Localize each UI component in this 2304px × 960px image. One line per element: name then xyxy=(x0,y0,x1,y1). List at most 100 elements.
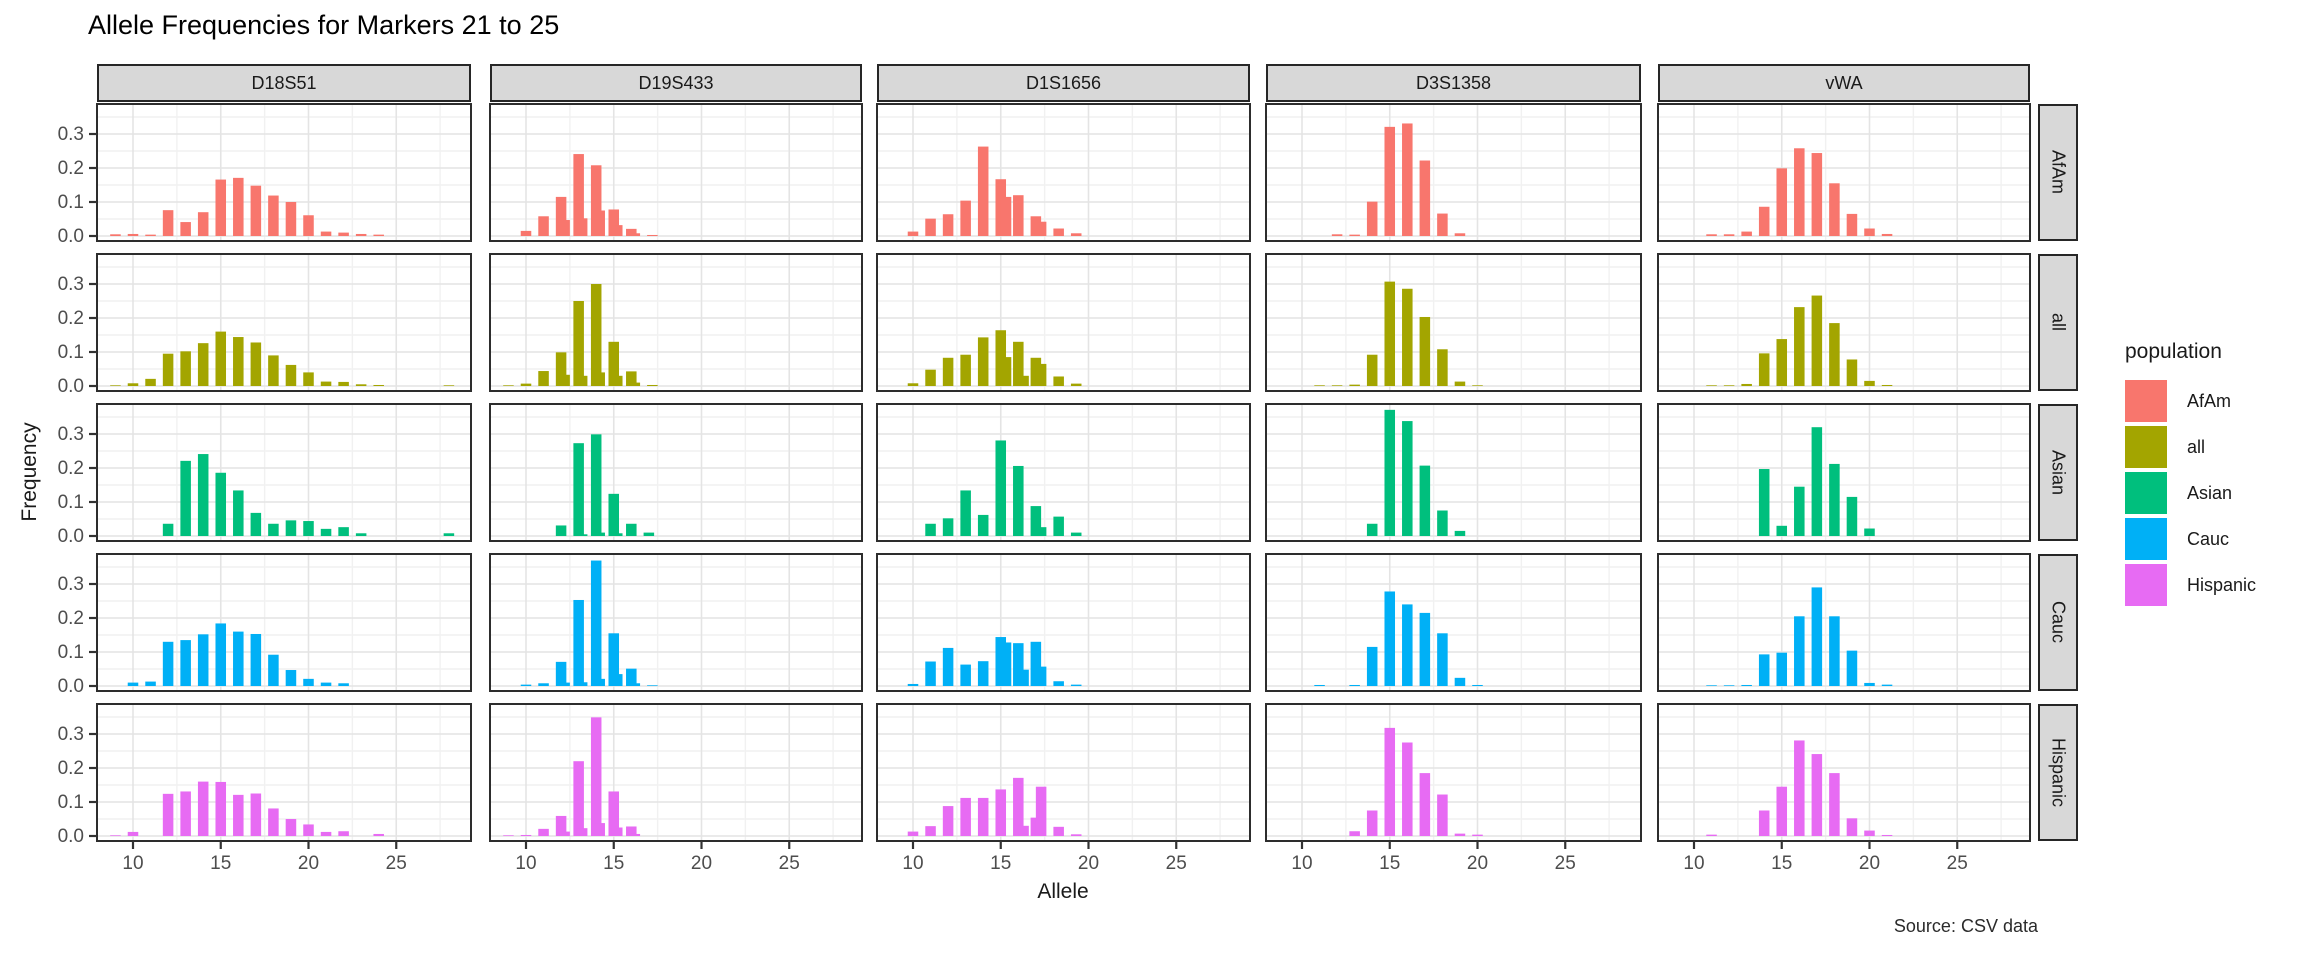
svg-text:20: 20 xyxy=(1467,853,1488,874)
svg-text:15: 15 xyxy=(603,853,624,874)
legend-swatch-afam xyxy=(2125,380,2167,422)
legend-swatch-hispanic xyxy=(2125,564,2167,606)
svg-text:0.0: 0.0 xyxy=(58,376,84,397)
facet-column-strip-d18s51: D18S51 xyxy=(97,64,471,102)
facet-row-label: AfAm xyxy=(2048,150,2069,195)
panel-D18S51-AfAm xyxy=(96,103,472,242)
bars-D18S51-all xyxy=(110,331,455,386)
legend-label: AfAm xyxy=(2187,390,2232,411)
bars-D3S1358-AfAm xyxy=(1331,123,1466,236)
bars-D1S1656-AfAm xyxy=(907,146,1082,236)
legend-item-asian: Asian xyxy=(2125,470,2256,516)
legend-swatch-all xyxy=(2125,426,2167,468)
bars-D19S433-Cauc xyxy=(520,560,658,686)
svg-text:0.3: 0.3 xyxy=(58,424,84,445)
svg-text:0.3: 0.3 xyxy=(58,124,84,145)
legend-label: Asian xyxy=(2187,482,2233,503)
legend: population AfAm all Asian Cauc Hispanic xyxy=(2125,340,2256,608)
y-axis-title: Frequency xyxy=(18,422,41,522)
panel-D3S1358-Hispanic xyxy=(1265,703,1642,842)
bars-D18S51-Asian xyxy=(162,454,455,536)
bars-D3S1358-Cauc xyxy=(1314,591,1483,686)
panel-D19S433-all xyxy=(489,253,863,392)
svg-text:25: 25 xyxy=(1166,853,1187,874)
panel-D1S1656-AfAm xyxy=(876,103,1251,242)
facet-row-strip-afam: AfAm xyxy=(2038,104,2078,241)
legend-item-all: all xyxy=(2125,424,2256,470)
bars-vWA-all xyxy=(1706,295,1893,386)
bars-D1S1656-Hispanic xyxy=(907,777,1082,836)
panel-D1S1656-all xyxy=(876,253,1251,392)
panel-D3S1358-Asian xyxy=(1265,403,1642,542)
legend-label: all xyxy=(2187,436,2206,457)
legend-item-afam: AfAm xyxy=(2125,378,2256,424)
facet-row-label: all xyxy=(2048,313,2069,332)
panel-D18S51-Cauc xyxy=(96,553,472,692)
panel-D18S51-all xyxy=(96,253,472,392)
svg-text:25: 25 xyxy=(779,853,800,874)
svg-text:25: 25 xyxy=(386,853,407,874)
panel-D1S1656-Asian xyxy=(876,403,1251,542)
svg-text:15: 15 xyxy=(1771,853,1792,874)
svg-text:0.3: 0.3 xyxy=(58,574,84,595)
panel-vWA-AfAm xyxy=(1657,103,2031,242)
svg-text:0.1: 0.1 xyxy=(58,792,84,813)
legend-swatch-cauc xyxy=(2125,518,2167,560)
bars-D19S433-Hispanic xyxy=(503,717,641,836)
facet-column-label: D19S433 xyxy=(638,72,714,93)
svg-text:0.1: 0.1 xyxy=(58,192,84,213)
svg-text:20: 20 xyxy=(1078,853,1099,874)
svg-text:25: 25 xyxy=(1555,853,1576,874)
bars-D18S51-Cauc xyxy=(127,623,349,686)
facet-column-strip-d19s433: D19S433 xyxy=(490,64,862,102)
facet-row-label: Hispanic xyxy=(2048,737,2069,808)
bars-D3S1358-Asian xyxy=(1366,409,1466,536)
panel-D3S1358-Cauc xyxy=(1265,553,1642,692)
svg-text:0.2: 0.2 xyxy=(58,758,84,779)
legend-label: Cauc xyxy=(2187,528,2230,549)
facet-row-label: Asian xyxy=(2048,449,2069,496)
svg-text:15: 15 xyxy=(210,853,231,874)
svg-text:20: 20 xyxy=(298,853,319,874)
svg-text:20: 20 xyxy=(691,853,712,874)
facet-column-label: D3S1358 xyxy=(1415,72,1492,93)
legend-item-hispanic: Hispanic xyxy=(2125,562,2256,608)
svg-text:0.0: 0.0 xyxy=(58,676,84,697)
svg-text:0.2: 0.2 xyxy=(58,158,84,179)
svg-text:0.2: 0.2 xyxy=(58,608,84,629)
svg-text:0.1: 0.1 xyxy=(58,492,84,513)
panel-D1S1656-Cauc xyxy=(876,553,1251,692)
bars-D3S1358-Hispanic xyxy=(1349,727,1483,836)
bars-D3S1358-all xyxy=(1314,281,1483,386)
bars-D1S1656-Asian xyxy=(925,440,1082,536)
bars-D1S1656-Cauc xyxy=(907,637,1082,686)
bars-D18S51-Hispanic xyxy=(110,781,384,836)
facet-column-label: vWA xyxy=(1825,72,1863,93)
bars-vWA-Cauc xyxy=(1706,587,1893,686)
bars-D19S433-all xyxy=(503,284,658,386)
panel-D19S433-Hispanic xyxy=(489,703,863,842)
panel-D1S1656-Hispanic xyxy=(876,703,1251,842)
bars-vWA-Asian xyxy=(1758,427,1875,536)
facet-row-strip-asian: Asian xyxy=(2038,404,2078,541)
svg-text:0.0: 0.0 xyxy=(58,226,84,247)
panel-D19S433-Asian xyxy=(489,403,863,542)
svg-text:0.2: 0.2 xyxy=(58,308,84,329)
svg-text:10: 10 xyxy=(1683,853,1704,874)
bars-vWA-AfAm xyxy=(1706,148,1893,236)
x-axis-title: Allele xyxy=(1037,880,1089,903)
panel-D3S1358-all xyxy=(1265,253,1642,392)
svg-text:0.3: 0.3 xyxy=(58,274,84,295)
legend-title: population xyxy=(2125,340,2222,363)
bars-D1S1656-all xyxy=(907,330,1082,386)
panel-vWA-Cauc xyxy=(1657,553,2031,692)
legend-swatch-asian xyxy=(2125,472,2167,514)
panel-D19S433-Cauc xyxy=(489,553,863,692)
svg-text:15: 15 xyxy=(1379,853,1400,874)
facet-column-strip-vwa: vWA xyxy=(1658,64,2030,102)
svg-text:10: 10 xyxy=(902,853,923,874)
svg-text:0.0: 0.0 xyxy=(58,826,84,847)
svg-text:25: 25 xyxy=(1947,853,1968,874)
